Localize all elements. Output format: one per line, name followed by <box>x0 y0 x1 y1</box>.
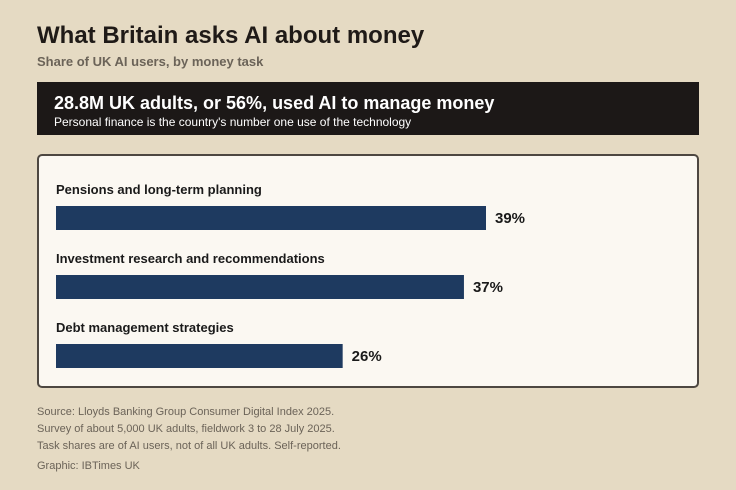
source-line: Survey of about 5,000 UK adults, fieldwo… <box>37 423 335 435</box>
chart-panel: Pensions and long-term planning 39% Invest… <box>37 154 699 388</box>
bar-chart: Pensions and long-term planning 39% Invest… <box>56 182 525 368</box>
source-line: Source: Lloyds Banking Group Consumer Di… <box>37 406 335 418</box>
chart-subtitle: Share of UK AI users, by money task <box>37 54 264 69</box>
bar <box>56 344 343 368</box>
bar <box>56 275 464 299</box>
category-label: Investment research and recommendations <box>56 251 325 266</box>
category-label: Debt management strategies <box>56 320 234 335</box>
value-label: 39% <box>495 210 525 227</box>
banner-headline: 28.8M UK adults, or 56%, used AI to mana… <box>54 93 495 113</box>
headline-banner: 28.8M UK adults, or 56%, used AI to mana… <box>37 82 699 135</box>
source-line: Task shares are of AI users, not of all … <box>37 440 341 452</box>
value-label: 37% <box>473 279 503 296</box>
category-label: Pensions and long-term planning <box>56 182 262 197</box>
source-notes: Source: Lloyds Banking Group Consumer Di… <box>37 404 341 455</box>
chart-title: What Britain asks AI about money <box>37 22 425 49</box>
graphic-credit: Graphic: IBTimes UK <box>37 460 140 472</box>
value-label: 26% <box>352 348 382 365</box>
banner-subline: Personal finance is the country's number… <box>54 115 412 129</box>
bar <box>56 206 486 230</box>
